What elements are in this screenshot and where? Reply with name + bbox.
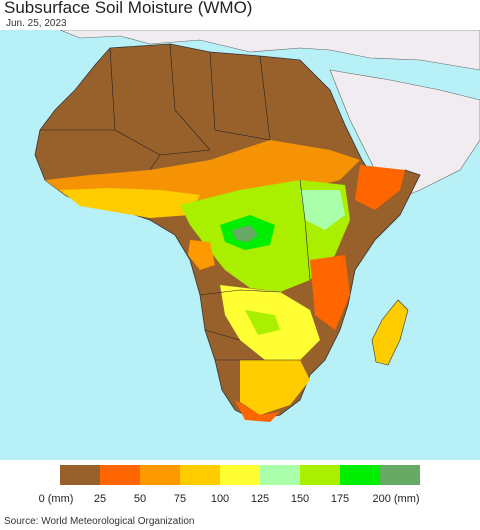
legend: 0 (mm) 25 50 75 100 125 150 175 200 (mm) bbox=[0, 465, 480, 510]
madagascar bbox=[371, 299, 409, 366]
legend-unit-label: 0 (mm) bbox=[38, 493, 74, 505]
legend-swatch bbox=[60, 465, 100, 485]
map-date: Jun. 25, 2023 bbox=[6, 18, 67, 29]
zambia-wet bbox=[245, 310, 280, 335]
legend-swatch bbox=[340, 465, 380, 485]
south-coast-orange bbox=[235, 400, 280, 422]
legend-swatch bbox=[380, 465, 420, 485]
legend-swatch bbox=[300, 465, 340, 485]
legend-swatch bbox=[180, 465, 220, 485]
legend-swatch bbox=[100, 465, 140, 485]
legend-swatches bbox=[60, 465, 420, 485]
south-africa-yellow bbox=[240, 360, 310, 415]
source-credit: Source: World Meteorological Organizatio… bbox=[4, 516, 195, 527]
map-title: Subsurface Soil Moisture (WMO) bbox=[4, 0, 253, 17]
legend-swatch bbox=[220, 465, 260, 485]
legend-tick: 25 bbox=[93, 493, 107, 505]
west-africa-moist bbox=[60, 188, 200, 218]
east-coast-orange bbox=[310, 255, 350, 330]
east-africa-light bbox=[300, 190, 345, 230]
country-borders bbox=[40, 43, 311, 361]
congo-core bbox=[232, 225, 258, 242]
legend-tick: 100 bbox=[210, 493, 230, 505]
horn-orange bbox=[355, 165, 405, 210]
legend-tick: 150 bbox=[290, 493, 310, 505]
legend-swatch bbox=[140, 465, 180, 485]
legend-tick: 50 bbox=[133, 493, 147, 505]
legend-tick: 75 bbox=[173, 493, 187, 505]
arabian-peninsula bbox=[329, 69, 480, 201]
gabon-orange bbox=[188, 240, 215, 270]
legend-swatch bbox=[260, 465, 300, 485]
legend-tick: 125 bbox=[250, 493, 270, 505]
europe-landmass bbox=[59, 30, 480, 71]
legend-tick: 175 bbox=[330, 493, 350, 505]
soil-moisture-map bbox=[0, 30, 480, 460]
legend-tick: 200 (mm) bbox=[372, 493, 420, 505]
